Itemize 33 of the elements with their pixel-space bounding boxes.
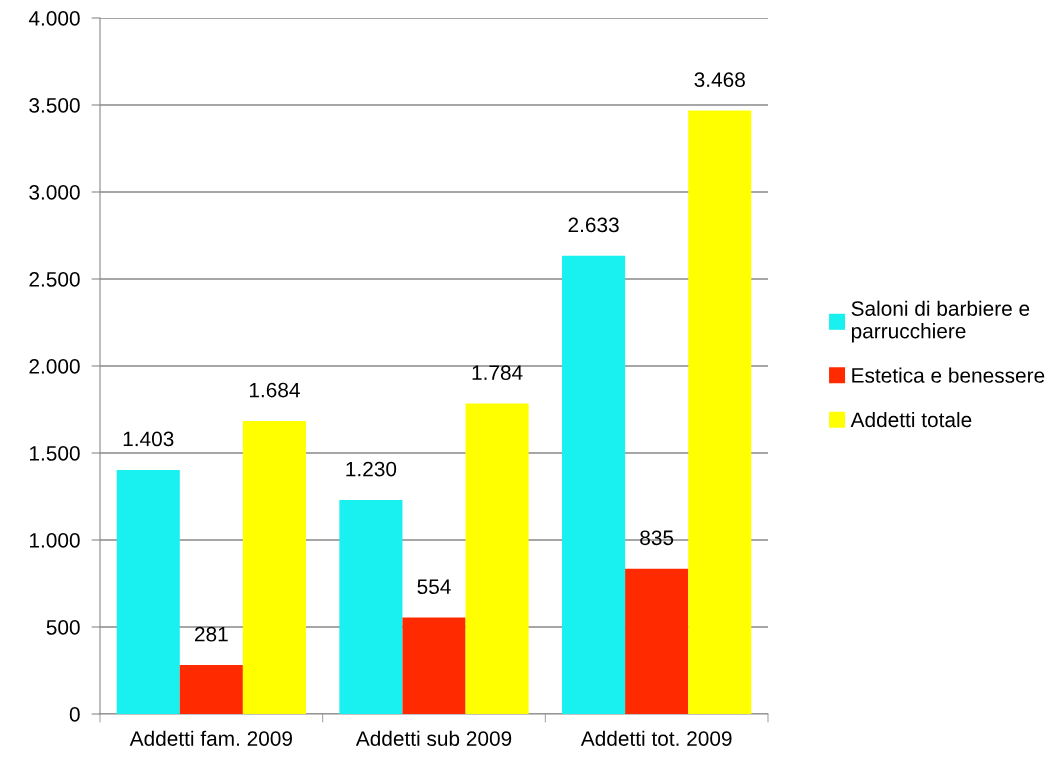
bar — [116, 469, 180, 714]
bar — [339, 499, 403, 714]
y-tick-label: 2.500 — [29, 272, 80, 287]
y-tick-label: 3.000 — [29, 185, 80, 200]
bar — [179, 665, 243, 714]
y-tick-label: 0 — [69, 707, 80, 722]
data-label: 3.468 — [694, 72, 745, 88]
bar — [688, 110, 752, 714]
y-tick-label: 2.000 — [29, 359, 80, 374]
legend-label: Saloni di barbiere e parrucchiere — [851, 300, 1030, 343]
legend-label: Estetica e benessere — [852, 367, 1045, 383]
bar — [562, 255, 626, 714]
x-tick-label: Addetti sub 2009 — [355, 730, 512, 746]
data-label: 554 — [417, 579, 451, 595]
data-label: 281 — [195, 626, 228, 642]
bar — [242, 420, 306, 714]
y-tick-label: 1.000 — [30, 533, 80, 548]
x-tick-label: Addetti tot. 2009 — [580, 730, 732, 746]
bar — [465, 403, 529, 714]
y-tick-label: 3.500 — [29, 98, 80, 113]
data-label: 1.784 — [472, 365, 523, 381]
legend-label: Addetti totale — [850, 411, 972, 428]
y-tick-label: 4.000 — [28, 11, 80, 26]
data-label: 2.633 — [568, 217, 619, 233]
y-tick-label: 1.500 — [30, 446, 80, 461]
bar — [402, 617, 466, 714]
data-label: 1.403 — [123, 431, 174, 447]
data-label: 1.684 — [249, 382, 300, 398]
x-tick-label: Addetti fam. 2009 — [129, 730, 292, 746]
bar — [625, 568, 689, 714]
data-label: 1.230 — [346, 461, 397, 477]
data-label: 835 — [640, 530, 674, 546]
y-tick-label: 500 — [46, 620, 80, 635]
